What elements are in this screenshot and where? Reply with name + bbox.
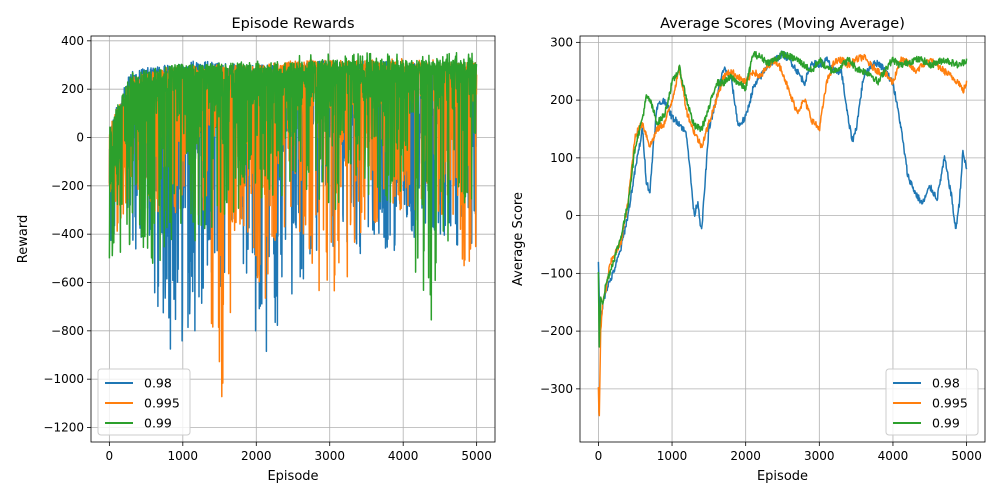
y-tick-label: −300 xyxy=(540,382,573,396)
chart-episode-rewards: 0 1000 2000 3000 4000 5000−1200−1000−800−600−… xyxy=(16,16,496,484)
legend: 0.98 0.995 0.99 xyxy=(97,368,191,436)
y-tick-label: 0 xyxy=(76,131,84,145)
x-tick-label: 3000 xyxy=(804,449,835,463)
x-tick-label: 4000 xyxy=(878,449,909,463)
y-tick-label: 200 xyxy=(550,93,573,107)
x-tick-label: 2000 xyxy=(730,449,761,463)
legend-label: 0.98 xyxy=(144,376,172,391)
y-tick-label: −600 xyxy=(51,276,84,290)
y-tick-label: 200 xyxy=(61,82,84,96)
y-tick-label: 300 xyxy=(550,35,573,49)
y-tick-label: −800 xyxy=(51,324,84,338)
y-tick-label: −100 xyxy=(540,266,573,280)
series-line-0.995 xyxy=(597,53,968,417)
axes-frame xyxy=(90,35,496,443)
y-tick-label: 400 xyxy=(61,34,84,48)
series-line-0.98 xyxy=(597,50,968,328)
x-tick-label: 5000 xyxy=(951,449,982,463)
x-tick-label: 5000 xyxy=(461,449,492,463)
y-tick-label: 0 xyxy=(565,209,573,223)
y-tick-label: −1200 xyxy=(43,421,84,435)
legend: 0.98 0.995 0.99 xyxy=(885,368,979,436)
chart-average-scores: 0 1000 2000 3000 4000 5000 −300 −200 −100 0 100 200… xyxy=(511,16,986,484)
x-tick-label: 4000 xyxy=(388,449,419,463)
x-tick-label: 0 xyxy=(106,449,114,463)
legend-label: 0.99 xyxy=(144,416,172,431)
x-tick-label: 0 xyxy=(595,449,603,463)
series-line-0.99 xyxy=(597,50,968,348)
legend-label: 0.98 xyxy=(932,376,960,391)
legend-label: 0.995 xyxy=(144,396,180,411)
x-tick-label: 3000 xyxy=(314,449,345,463)
chart-title: Episode Rewards xyxy=(231,16,354,32)
y-tick-label: 100 xyxy=(550,151,573,165)
series-line-0.99 xyxy=(108,52,478,321)
y-axis-label: Reward xyxy=(16,215,31,263)
x-axis-label: Episode xyxy=(757,469,808,484)
x-axis-label: Episode xyxy=(267,469,318,484)
x-tick-label: 2000 xyxy=(241,449,272,463)
x-tick-label: 1000 xyxy=(657,449,688,463)
y-tick-label: −400 xyxy=(51,227,84,241)
chart-title: Average Scores (Moving Average) xyxy=(660,16,905,32)
axes-frame xyxy=(579,35,986,443)
x-tick-label: 1000 xyxy=(168,449,199,463)
y-tick-label: −200 xyxy=(51,179,84,193)
y-tick-label: −1000 xyxy=(43,372,84,386)
y-axis-label: Average Score xyxy=(511,192,526,286)
legend-label: 0.99 xyxy=(932,416,960,431)
y-tick-label: −200 xyxy=(540,324,573,338)
legend-label: 0.995 xyxy=(932,396,968,411)
